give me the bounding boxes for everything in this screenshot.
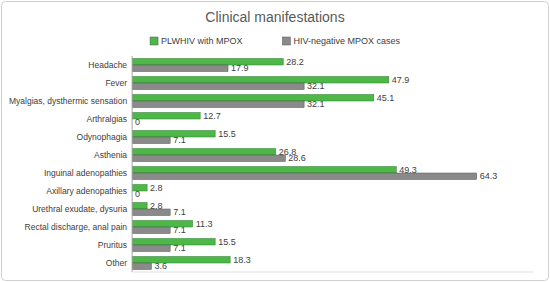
category-label: Urethral exudate, dysuria (32, 204, 127, 214)
category-label: Asthenia (94, 150, 127, 160)
category-label: Pruritus (98, 240, 127, 250)
bar (132, 95, 374, 102)
legend-label: PLWHIV with MPOX (161, 36, 242, 46)
category-label: Odynophagia (77, 132, 128, 142)
bar (132, 203, 147, 210)
data-label: 32.1 (307, 81, 325, 91)
category-label: Axillary adenopathies (46, 186, 127, 196)
category-label: Headache (88, 60, 127, 70)
bar (132, 257, 230, 264)
legend-item: HIV-negative MPOX cases (282, 36, 400, 46)
data-label: 18.3 (233, 255, 251, 265)
bar (132, 173, 477, 180)
title: Clinical manifestations (205, 9, 344, 25)
data-label: 17.9 (231, 63, 249, 73)
data-label: 49.3 (399, 165, 417, 175)
legend-label: HIV-negative MPOX cases (293, 36, 400, 46)
bar (132, 149, 276, 156)
legend-item: PLWHIV with MPOX (150, 36, 242, 46)
bar (132, 263, 151, 270)
category-label: Inguinal adenopathies (44, 168, 127, 178)
data-label: 7.1 (173, 243, 186, 253)
value-axis-line (132, 272, 534, 273)
chart-frame (2, 2, 549, 281)
data-label: 15.5 (218, 129, 236, 139)
data-label: 0 (135, 189, 140, 199)
data-label: 2.8 (150, 201, 163, 211)
data-label: 47.9 (392, 75, 410, 85)
data-label: 15.5 (218, 237, 236, 247)
category-label: Arthralgias (86, 114, 127, 124)
bar (132, 59, 283, 66)
data-label: 0 (135, 117, 140, 127)
legend-swatch (282, 37, 290, 45)
data-label: 64.3 (480, 171, 498, 181)
category-label: Fever (105, 78, 127, 88)
bar (132, 167, 396, 174)
chart: Clinical manifestations PLWHIV with MPOX H… (0, 0, 550, 282)
data-label: 7.1 (173, 135, 186, 145)
bar (132, 83, 304, 90)
bar (132, 65, 228, 72)
data-label: 3.6 (154, 261, 167, 271)
bar (132, 137, 170, 144)
category-axis-line (132, 56, 133, 272)
bar (132, 155, 285, 162)
data-label: 28.2 (286, 57, 304, 67)
data-label: 28.6 (288, 153, 306, 163)
bar (132, 77, 389, 84)
data-label: 12.7 (203, 111, 221, 121)
data-label: 11.3 (196, 219, 213, 229)
bar (132, 101, 304, 108)
data-label: 7.1 (173, 207, 186, 217)
legend: PLWHIV with MPOX HIV-negative MPOX cases (150, 36, 400, 46)
data-labels: 28.247.945.112.715.526.849.32.82.811.315… (135, 57, 497, 272)
category-label: Rectal discharge, anal pain (25, 222, 128, 232)
legend-swatch (150, 37, 158, 45)
data-label: 45.1 (377, 93, 395, 103)
category-label: Myalgias, dysthermic sensation (9, 96, 127, 106)
data-label: 2.8 (150, 183, 163, 193)
category-axis-labels: Headache Fever Myalgias, dysthermic sensat… (9, 60, 127, 268)
bar (132, 227, 170, 234)
bars (132, 59, 477, 270)
bar (132, 113, 200, 120)
category-label: Other (106, 258, 127, 268)
data-label: 7.1 (173, 225, 186, 235)
data-label: 32.1 (307, 99, 325, 109)
bar (132, 245, 170, 252)
